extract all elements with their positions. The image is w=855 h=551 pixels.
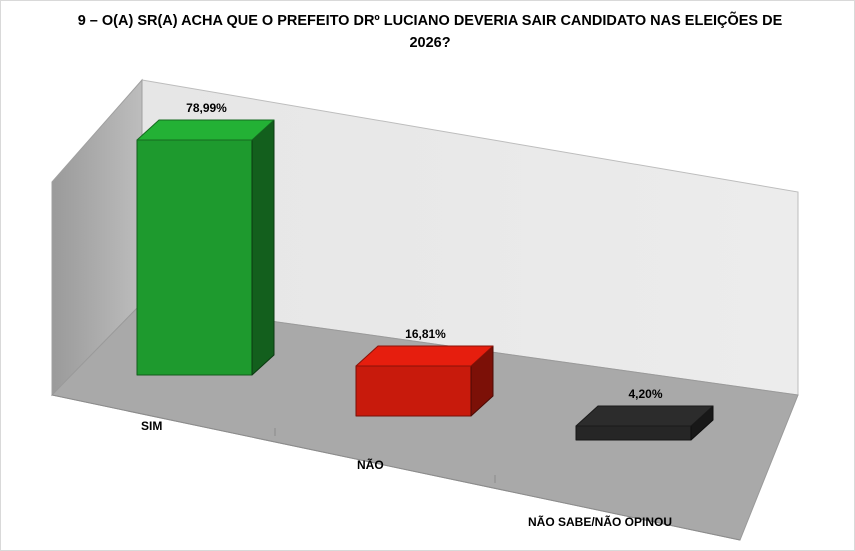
bar-front-nao <box>355 365 472 417</box>
bar-front-nao-sabe <box>575 425 692 441</box>
bar-nao <box>355 345 494 417</box>
chart-title: 9 – O(A) SR(A) ACHA QUE O PREFEITO DRº L… <box>77 13 783 51</box>
bar-group <box>136 119 714 441</box>
category-label-nao-sabe: NÃO SABE/NÃO OPINOU <box>528 514 672 529</box>
bar-front-sim <box>136 139 253 376</box>
value-label-nao-sabe: 4,20% <box>628 387 662 401</box>
category-label-sim: SIM <box>141 419 162 433</box>
bar-side-sim <box>251 119 275 376</box>
bar-top-nao-sabe <box>575 405 714 427</box>
bar-top-sim <box>136 119 275 141</box>
bar-nao-sabe <box>575 405 714 441</box>
category-label-nao: NÃO <box>357 457 384 472</box>
bar-top-nao <box>355 345 494 367</box>
bar-sim <box>136 119 275 376</box>
value-label-nao: 16,81% <box>405 327 446 341</box>
value-label-sim: 78,99% <box>186 101 227 115</box>
